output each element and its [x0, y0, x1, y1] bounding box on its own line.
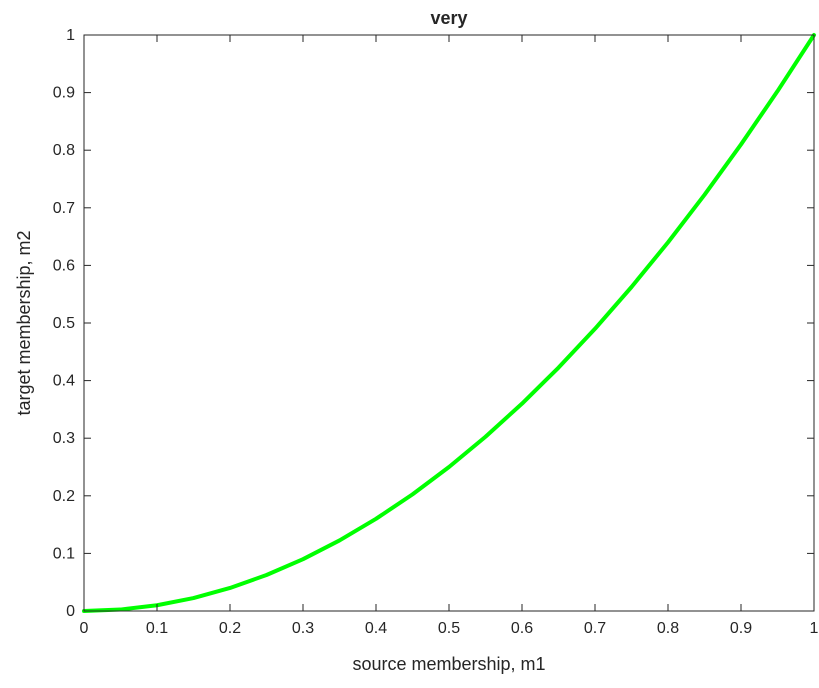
y-axis-label: target membership, m2 — [14, 230, 34, 415]
x-tick-label: 1 — [810, 620, 819, 637]
series-line — [82, 33, 816, 613]
chart-title: very — [430, 8, 467, 28]
x-tick-label: 0.8 — [657, 620, 679, 637]
tick-layer: 0 0.1 0.2 0.3 0.4 0.5 0.6 0.7 0.8 0.9 1 0 0.1 0.2 0.3 0… — [53, 27, 819, 637]
y-tick-label: 0.6 — [53, 257, 75, 274]
series-layer — [82, 33, 816, 613]
x-tick-label: 0 — [80, 620, 89, 637]
y-tick-label: 0.1 — [53, 545, 75, 562]
y-tick-label: 0.8 — [53, 142, 75, 159]
y-tick-label: 0.5 — [53, 315, 75, 332]
x-tick-label: 0.5 — [438, 620, 460, 637]
x-tick-label: 0.3 — [292, 620, 314, 637]
x-tick-label: 0.4 — [365, 620, 387, 637]
y-tick-label: 0.7 — [53, 200, 75, 217]
y-tick-label: 0.2 — [53, 488, 75, 505]
plot-area — [84, 35, 814, 611]
x-tick-label: 0.7 — [584, 620, 606, 637]
y-tick-label: 0 — [66, 603, 75, 620]
plot-frame — [83, 34, 815, 612]
y-tick-label: 0.3 — [53, 430, 75, 447]
x-axis-label: source membership, m1 — [352, 654, 545, 674]
y-tick-label: 1 — [66, 27, 75, 44]
y-tick-label: 0.4 — [53, 373, 75, 390]
y-tick-label: 0.9 — [53, 85, 75, 102]
x-tick-label: 0.9 — [730, 620, 752, 637]
x-tick-label: 0.2 — [219, 620, 241, 637]
x-tick-label: 0.6 — [511, 620, 533, 637]
x-tick-label: 0.1 — [146, 620, 168, 637]
